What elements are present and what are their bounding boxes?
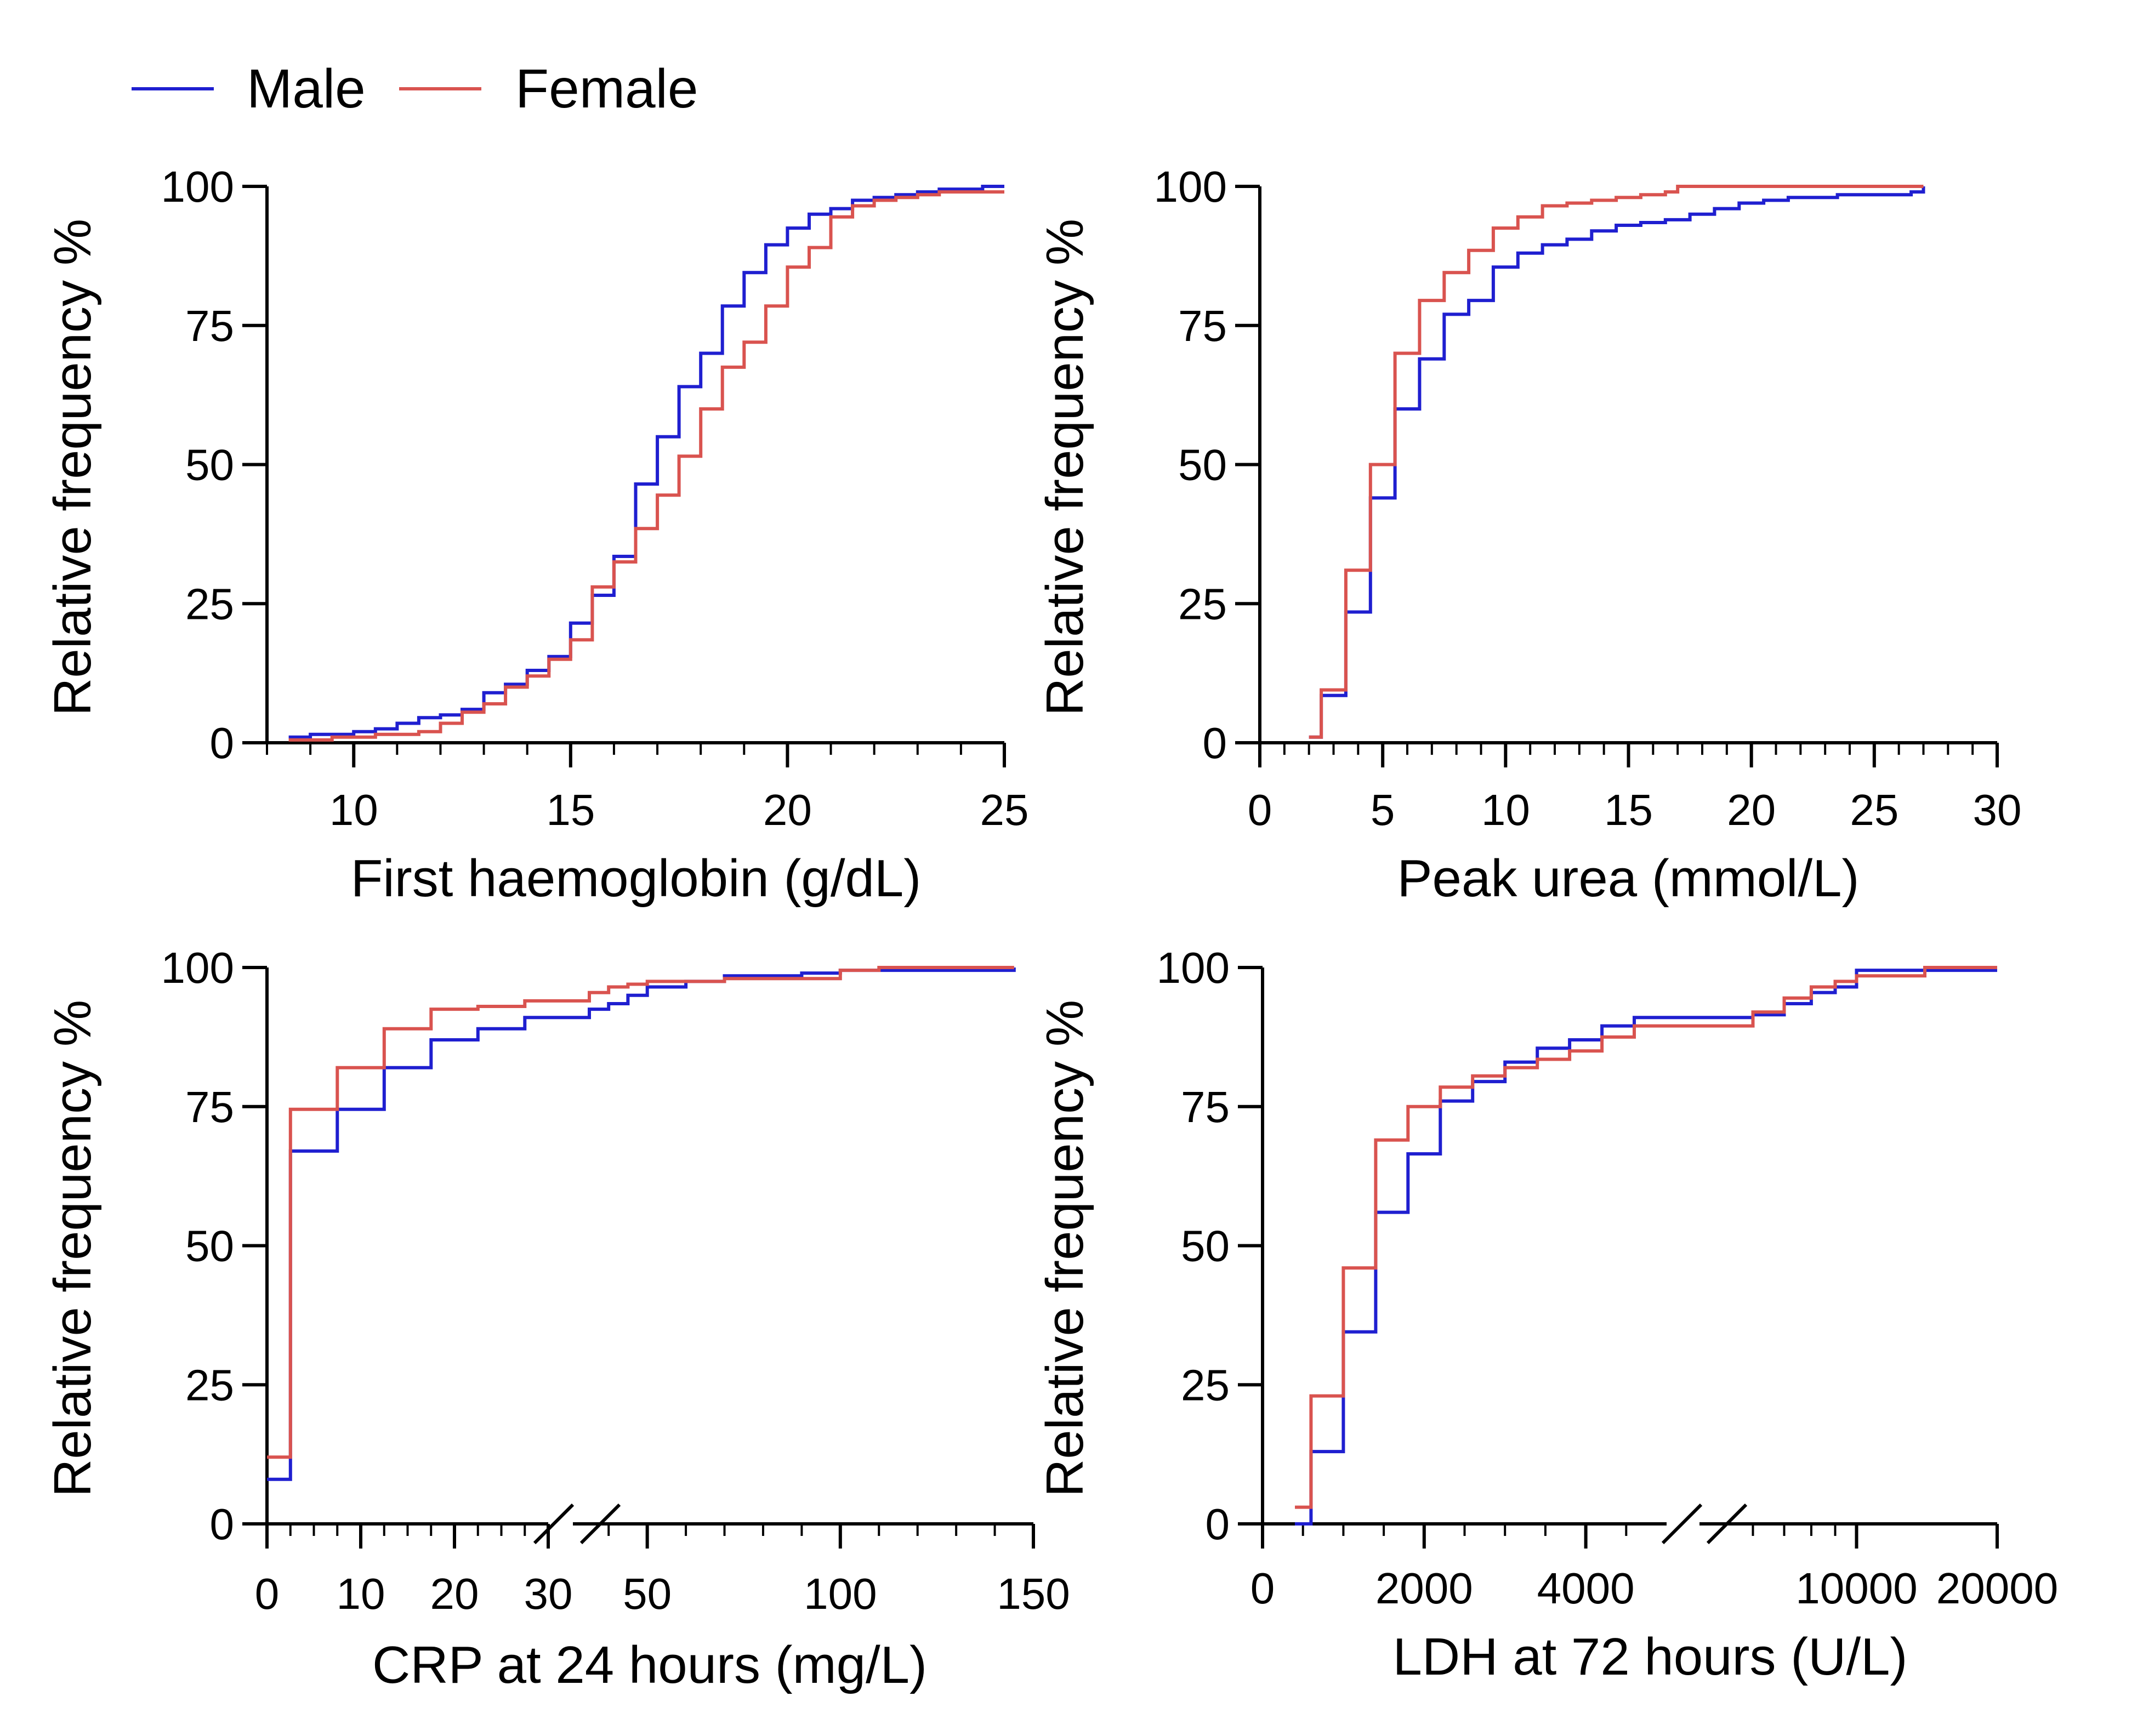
x-tick-label: 20 bbox=[430, 1569, 479, 1618]
y-tick-label: 100 bbox=[161, 943, 234, 992]
x-tick-label: 25 bbox=[1850, 786, 1898, 834]
y-axis-label: Relative frequency % bbox=[43, 219, 102, 716]
y-tick-label: 50 bbox=[185, 441, 234, 490]
y-tick-label: 100 bbox=[161, 162, 234, 211]
series-line-male bbox=[267, 967, 1016, 1481]
y-axis-label: Relative frequency % bbox=[1036, 1000, 1094, 1497]
y-tick-label: 25 bbox=[185, 579, 234, 628]
x-tick-label: 4000 bbox=[1537, 1564, 1635, 1613]
x-tick-label: 30 bbox=[524, 1569, 573, 1618]
x-tick-label: 50 bbox=[623, 1569, 672, 1618]
series-line-female bbox=[267, 966, 1014, 1459]
y-tick-label: 75 bbox=[1181, 1083, 1230, 1131]
x-tick-label: 0 bbox=[1250, 1564, 1275, 1613]
x-tick-label: 0 bbox=[255, 1569, 280, 1618]
y-tick-label: 0 bbox=[210, 719, 235, 767]
chart-panel-crp: 0 25 50 75 100 0 10 20 30 50 100 150 CRP at 24 hours… bbox=[43, 943, 1070, 1694]
x-tick-label: 10 bbox=[337, 1569, 385, 1618]
x-tick-label: 2000 bbox=[1375, 1564, 1473, 1613]
axis-break-mark bbox=[579, 1503, 621, 1545]
x-tick-label: 20 bbox=[1727, 786, 1776, 834]
legend: Male Female bbox=[132, 58, 698, 119]
series-line-male bbox=[288, 185, 1004, 739]
y-axis-label: Relative frequency % bbox=[43, 1000, 102, 1497]
x-tick-label: 30 bbox=[1973, 786, 2022, 834]
axis-break-mark bbox=[1706, 1503, 1748, 1545]
y-tick-label: 0 bbox=[1206, 1500, 1230, 1549]
chart-panel-ldh: 0 25 50 75 100 0 2000 4000 10000 20000 LDH at 72 h… bbox=[1036, 943, 2058, 1686]
x-tick-label: 20 bbox=[763, 786, 812, 834]
series-line-male bbox=[1295, 969, 1997, 1526]
series-line-female bbox=[288, 190, 1004, 742]
axis-break-mark bbox=[1661, 1503, 1703, 1545]
legend-label-male: Male bbox=[247, 58, 366, 119]
x-tick-label: 150 bbox=[997, 1569, 1070, 1618]
y-tick-label: 25 bbox=[185, 1361, 234, 1409]
x-tick-label: 25 bbox=[980, 786, 1029, 834]
y-tick-label: 0 bbox=[1203, 719, 1227, 767]
chart-panel-urea: 0 25 50 75 100 0 5 10 15 20 25 30 Peak urea (mmol/L)… bbox=[1036, 162, 2021, 908]
y-tick-label: 100 bbox=[1157, 943, 1230, 992]
y-tick-label: 100 bbox=[1154, 162, 1227, 211]
x-tick-label: 10 bbox=[1481, 786, 1530, 834]
y-tick-label: 0 bbox=[210, 1500, 235, 1549]
y-tick-label: 25 bbox=[1178, 579, 1227, 628]
x-axis-label: First haemoglobin (g/dL) bbox=[351, 849, 921, 908]
y-tick-label: 75 bbox=[1178, 301, 1227, 350]
x-tick-label: 20000 bbox=[1936, 1564, 2058, 1613]
chart-panel-haemoglobin: 0 25 50 75 100 10 15 20 25 First haemoglobin (g/d… bbox=[43, 162, 1028, 908]
y-tick-label: 75 bbox=[185, 1083, 234, 1131]
axis-break-mark bbox=[533, 1503, 575, 1545]
y-axis-label: Relative frequency % bbox=[1036, 219, 1094, 716]
x-tick-label: 5 bbox=[1371, 786, 1395, 834]
x-axis-label: CRP at 24 hours (mg/L) bbox=[372, 1636, 927, 1694]
x-axis-label: LDH at 72 hours (U/L) bbox=[1392, 1627, 1907, 1686]
series-line-female bbox=[1309, 185, 1924, 739]
x-tick-label: 0 bbox=[1248, 786, 1272, 834]
x-tick-label: 10 bbox=[329, 786, 378, 834]
series-line-male bbox=[1309, 186, 1925, 739]
x-tick-label: 15 bbox=[546, 786, 595, 834]
series-line-female bbox=[1295, 966, 1997, 1509]
y-tick-label: 50 bbox=[1178, 441, 1227, 490]
x-tick-label: 15 bbox=[1604, 786, 1653, 834]
y-tick-label: 50 bbox=[185, 1222, 234, 1271]
x-tick-label: 10000 bbox=[1795, 1564, 1917, 1613]
y-tick-label: 75 bbox=[185, 301, 234, 350]
x-axis-label: Peak urea (mmol/L) bbox=[1397, 849, 1860, 908]
y-tick-label: 50 bbox=[1181, 1222, 1230, 1271]
y-tick-label: 25 bbox=[1181, 1361, 1230, 1409]
x-tick-label: 100 bbox=[804, 1569, 877, 1618]
legend-label-female: Female bbox=[515, 58, 698, 119]
